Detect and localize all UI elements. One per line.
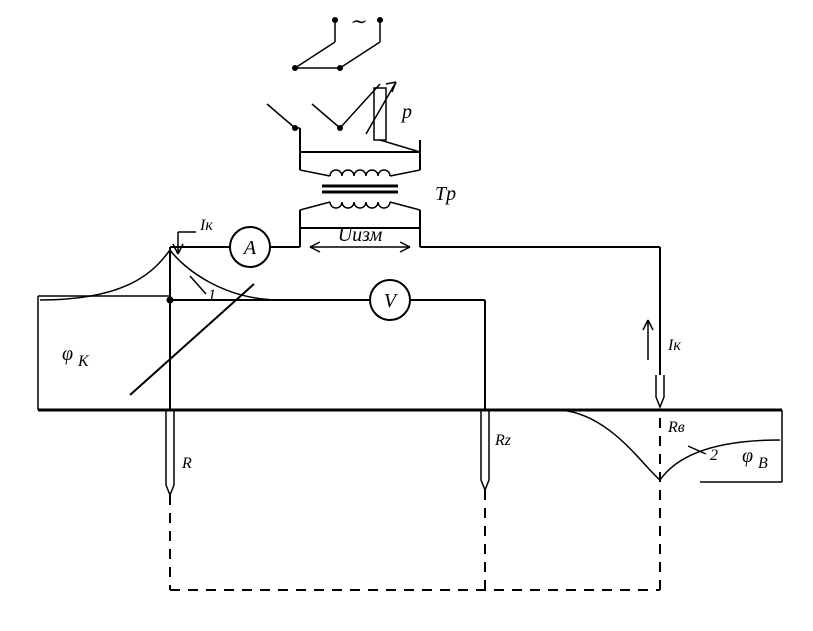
- svg-text:B: B: [758, 455, 768, 472]
- svg-text:Iк: Iк: [199, 217, 213, 234]
- svg-text:Uизм: Uизм: [338, 224, 383, 246]
- svg-text:Iк: Iк: [667, 337, 681, 354]
- svg-text:Rz: Rz: [494, 432, 512, 449]
- svg-text:V: V: [384, 290, 399, 312]
- svg-text:∼: ∼: [349, 11, 366, 33]
- svg-text:2: 2: [710, 447, 718, 464]
- grounding-measurement-diagram: AVIкIкUизмTpp∼φKφB12RRzRв: [0, 0, 813, 631]
- svg-text:K: K: [77, 353, 90, 370]
- svg-text:R: R: [181, 455, 192, 472]
- svg-text:1: 1: [208, 287, 216, 304]
- svg-text:Tp: Tp: [435, 183, 456, 205]
- svg-text:p: p: [400, 101, 412, 123]
- svg-text:φ: φ: [62, 343, 73, 365]
- svg-text:φ: φ: [742, 445, 753, 467]
- svg-text:Rв: Rв: [667, 419, 685, 436]
- svg-text:A: A: [242, 237, 257, 259]
